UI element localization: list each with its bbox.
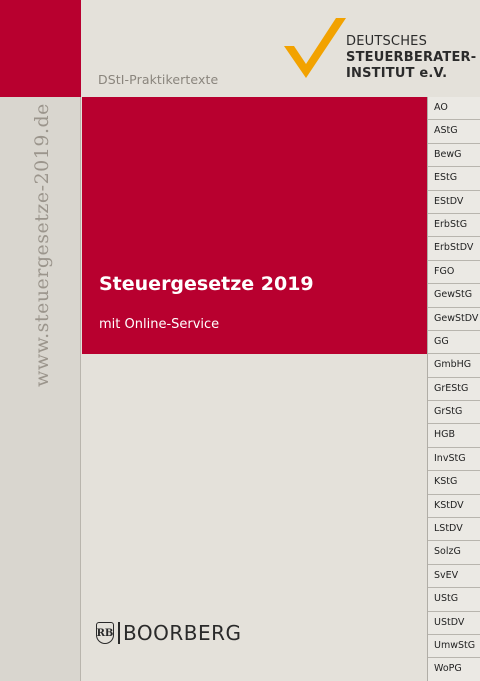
- spine: [0, 0, 81, 681]
- register-tab: FGO: [428, 261, 480, 285]
- register-tab: UmwStG: [428, 635, 480, 659]
- register-tab: GG: [428, 331, 480, 355]
- institute-name-line2: STEUERBERATER-: [346, 50, 477, 65]
- register-tab: AStG: [428, 120, 480, 144]
- register-tab: BewG: [428, 144, 480, 168]
- spine-red-block: [0, 0, 81, 97]
- institute-name-line3: INSTITUT e.V.: [346, 66, 448, 81]
- register-tab: EStDV: [428, 191, 480, 214]
- checkmark-logo-icon: [284, 18, 346, 78]
- register-tab: AO: [428, 97, 480, 121]
- register-tab: UStDV: [428, 612, 480, 635]
- register-tab: GmbHG: [428, 354, 480, 378]
- publisher-name: BOORBERG: [123, 621, 242, 645]
- register-tab: GrStG: [428, 401, 480, 425]
- register-tabs: AO AStG BewG EStG EStDV ErbStG ErbStDV FGO GewSt…: [427, 97, 480, 681]
- book-title: Steuergesetze 2019: [99, 273, 314, 295]
- register-tab: HGB: [428, 424, 480, 448]
- boorberg-crest-icon: RB: [96, 622, 114, 644]
- publisher-logo: RB BOORBERG: [96, 618, 242, 648]
- register-tab: LStDV: [428, 518, 480, 542]
- register-tab: KStDV: [428, 495, 480, 519]
- register-tab: ErbStG: [428, 214, 480, 238]
- series-label: DStI-Praktikertexte: [98, 72, 219, 87]
- book-subtitle: mit Online-Service: [99, 317, 220, 332]
- register-tab: SvEV: [428, 565, 480, 589]
- register-tab: SolzG: [428, 541, 480, 565]
- publisher-divider: [118, 622, 120, 644]
- institute-logo: DEUTSCHES STEUERBERATER- INSTITUT e.V.: [282, 18, 476, 88]
- register-tab: UStG: [428, 588, 480, 612]
- register-tab: InvStG: [428, 448, 480, 472]
- register-tab: EStG: [428, 167, 480, 191]
- register-tab: KStG: [428, 471, 480, 495]
- register-tab: ErbStDV: [428, 237, 480, 261]
- title-panel: Steuergesetze 2019 mit Online-Service: [82, 97, 427, 354]
- institute-name-line1: DEUTSCHES: [346, 34, 428, 49]
- register-tab: GrEStG: [428, 378, 480, 402]
- register-tab: WoPG: [428, 658, 480, 681]
- register-tab: GewStDV: [428, 308, 480, 331]
- register-tab: GewStG: [428, 284, 480, 308]
- spine-url: www.steuergesetze-2019.de: [31, 103, 53, 387]
